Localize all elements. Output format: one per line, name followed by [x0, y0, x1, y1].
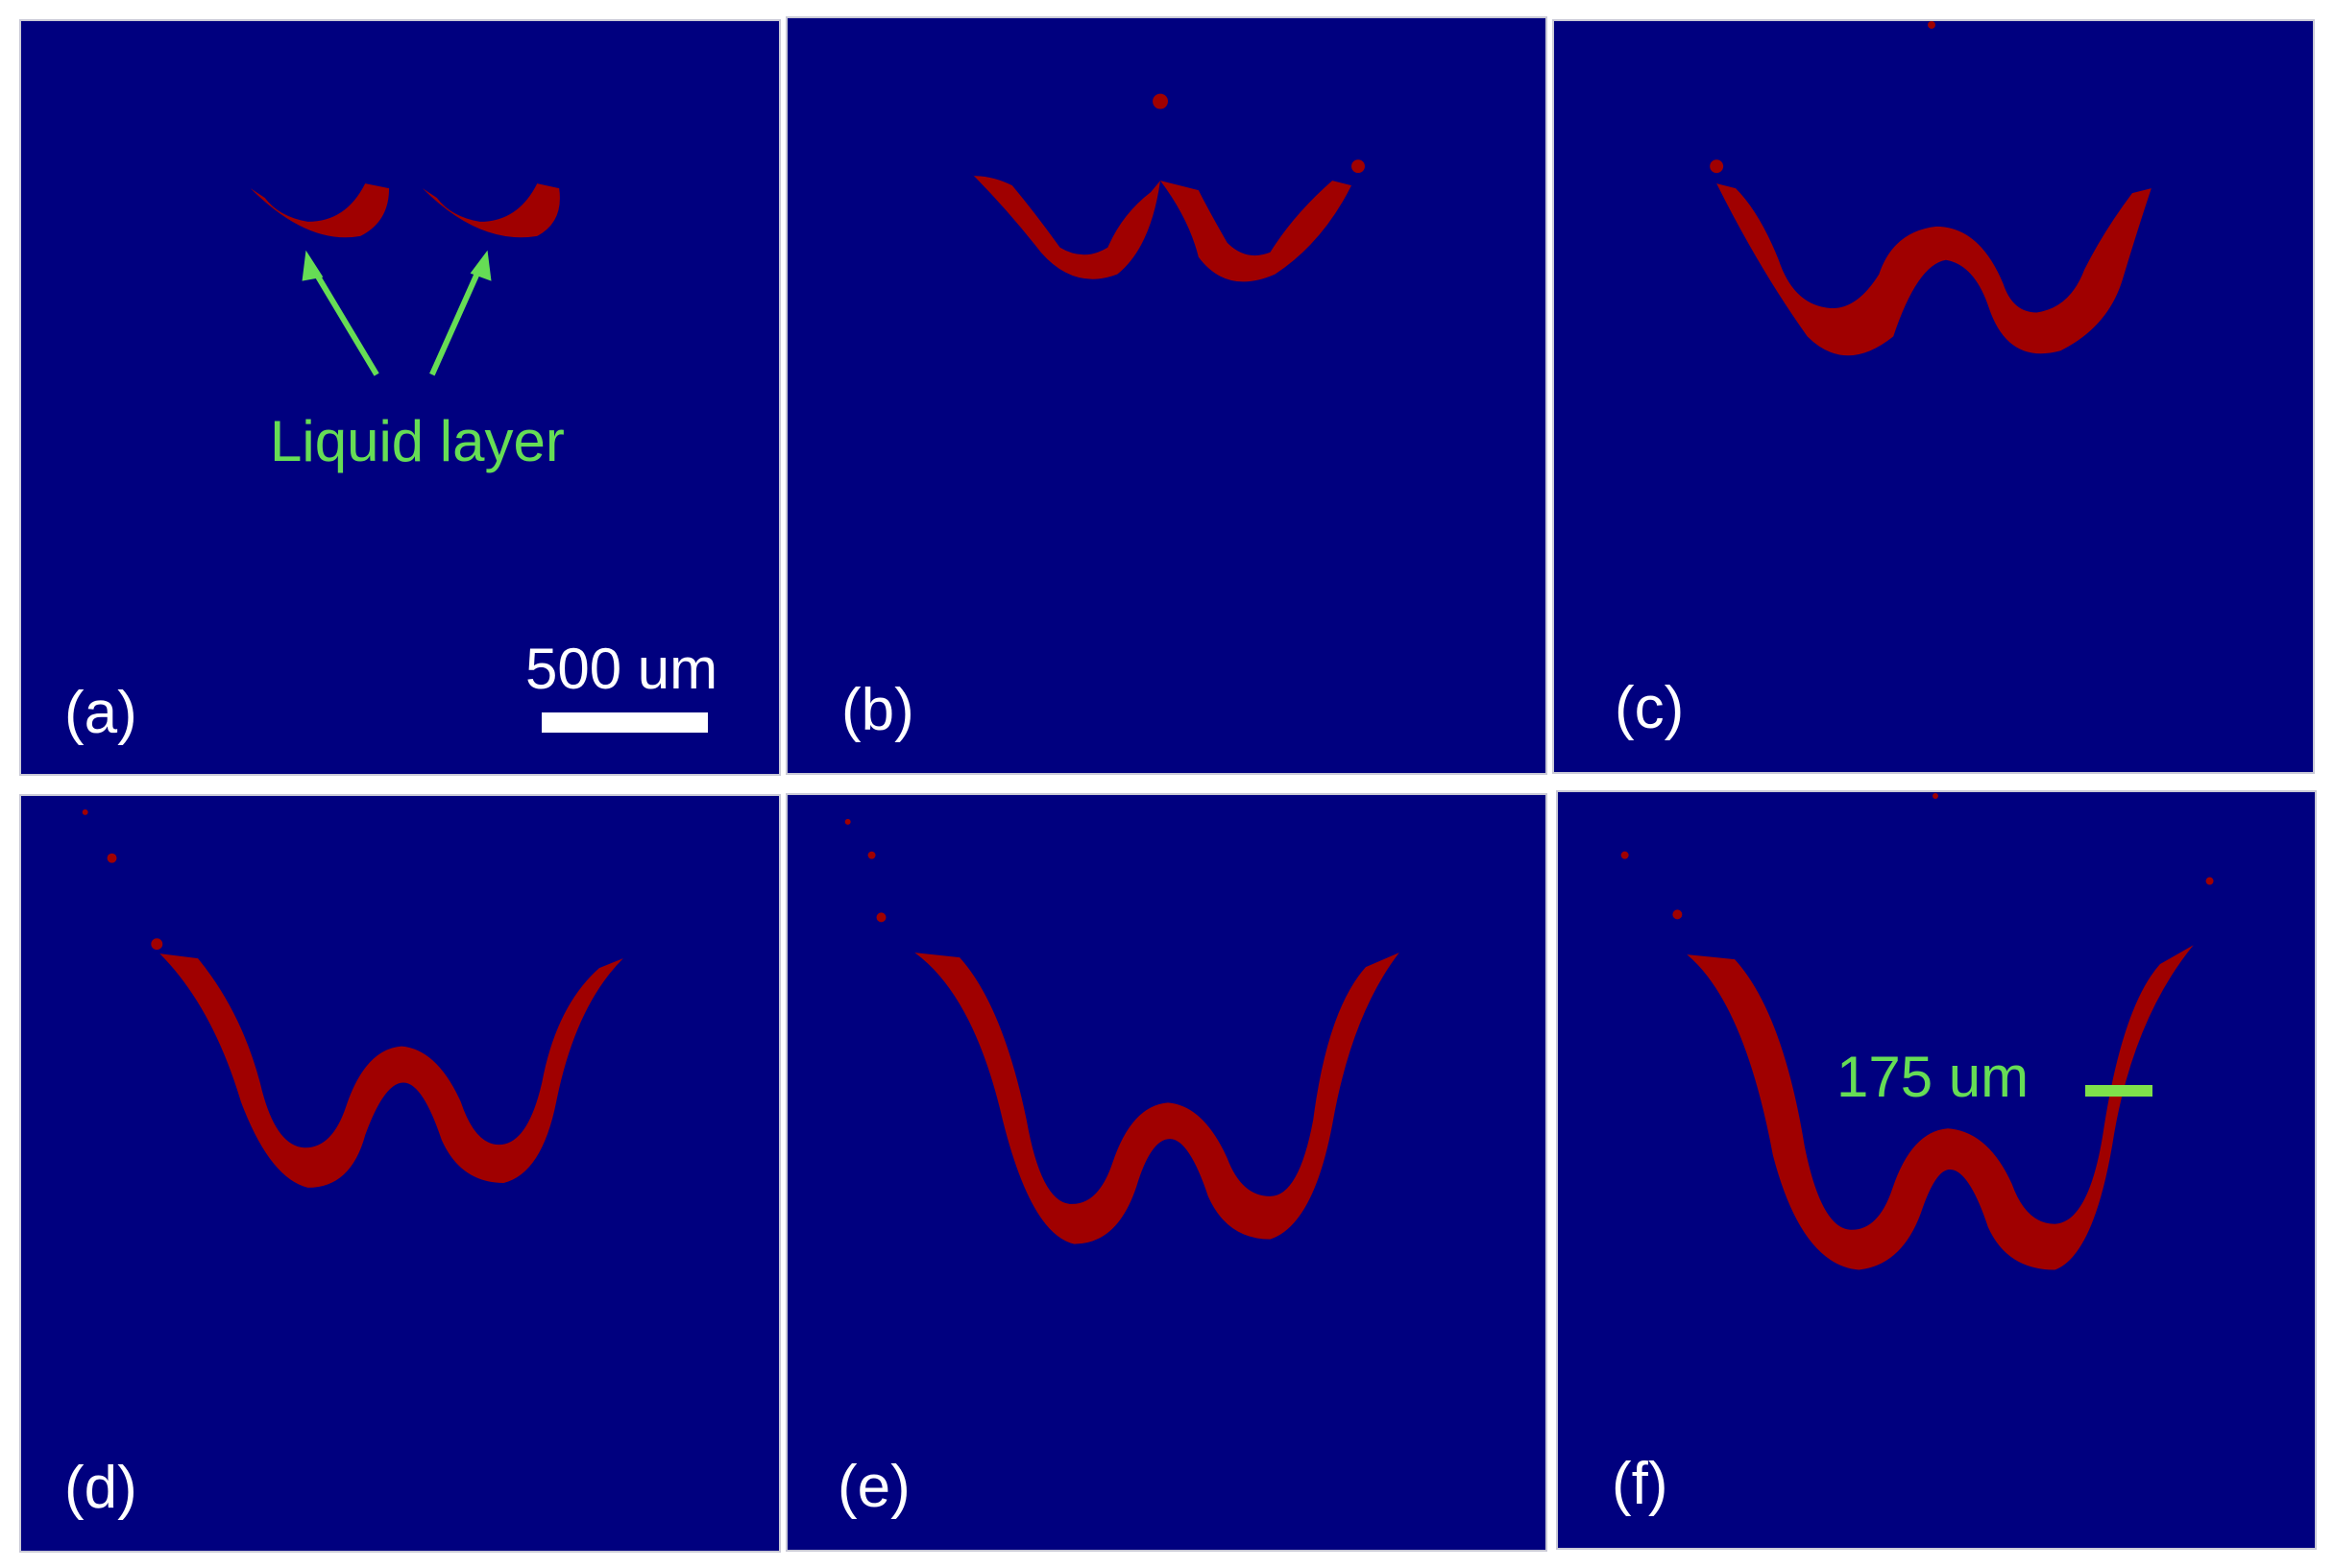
liquid-w-d — [159, 953, 623, 1188]
liquid-w-shape — [1710, 21, 2152, 356]
liquid-w-shape — [82, 808, 623, 1188]
panel-f: 175 um (f) — [1556, 790, 2317, 1550]
panel-e: (e) — [786, 793, 1547, 1552]
panel-a: Liquid layer 500 um (a) — [19, 19, 781, 776]
liquid-layer-right — [422, 183, 560, 238]
liquid-layer-shapes — [250, 183, 560, 376]
liquid-w-shape — [969, 93, 1365, 282]
liquid-w-c — [1716, 183, 2152, 356]
panel-label-a: (a) — [64, 680, 137, 746]
scale-bar-label: 500 um — [525, 637, 718, 701]
liquid-w-b — [969, 171, 1352, 282]
liquid-w-shape — [1620, 792, 2214, 1270]
liquid-layer-label: Liquid layer — [270, 409, 565, 473]
panel-label-f: (f) — [1612, 1451, 1668, 1517]
panel-label-e: (e) — [838, 1454, 911, 1520]
arrow-left — [302, 250, 379, 376]
thickness-label: 175 um — [1836, 1045, 2030, 1109]
liquid-w-e — [914, 953, 1399, 1244]
thickness-measure-bar — [2085, 1085, 2152, 1097]
panel-label-b: (b) — [841, 677, 914, 743]
scale-bar — [542, 712, 708, 733]
liquid-w-f — [1687, 945, 2194, 1270]
liquid-w-shape — [844, 818, 1399, 1244]
arrow-right — [429, 250, 492, 376]
liquid-layer-left — [250, 183, 390, 238]
panel-label-c: (c) — [1615, 675, 1685, 741]
panel-label-d: (d) — [64, 1455, 137, 1521]
panel-d: (d) — [19, 794, 781, 1553]
panel-c: (c) — [1552, 19, 2315, 774]
panel-b: (b) — [786, 16, 1547, 775]
